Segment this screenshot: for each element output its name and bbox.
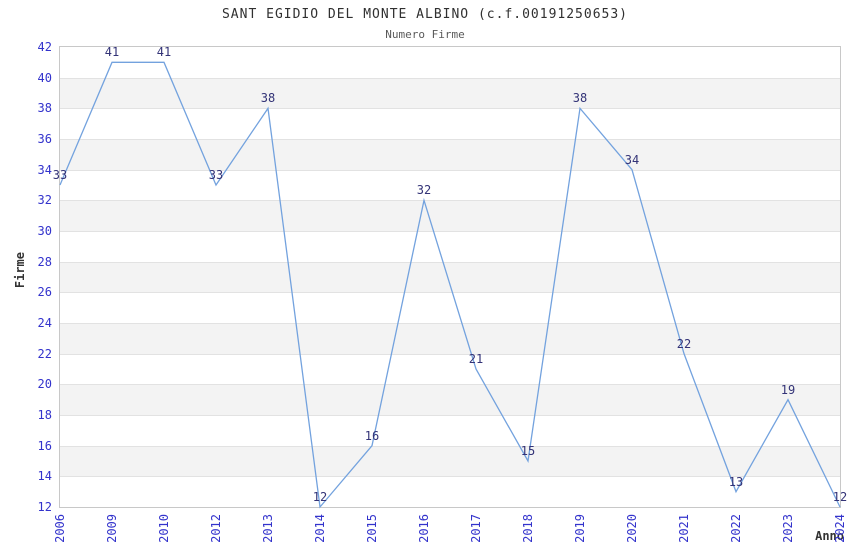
grid-band <box>60 139 840 170</box>
x-tick-label: 2014 <box>313 514 327 543</box>
data-label: 21 <box>468 352 484 366</box>
grid-band <box>60 261 840 293</box>
y-tick-label: 24 <box>37 316 52 330</box>
gridline <box>60 169 840 171</box>
grid-band <box>60 384 840 415</box>
data-label: 32 <box>416 183 432 198</box>
data-label: 34 <box>624 152 640 167</box>
data-label: 16 <box>364 428 380 443</box>
y-tick-label: 26 <box>37 285 52 300</box>
gridline <box>60 353 840 355</box>
data-label: 19 <box>780 382 796 397</box>
chart-subtitle: Numero Firme <box>385 28 465 41</box>
x-tick-label: 2021 <box>677 514 691 543</box>
data-label: 33 <box>208 168 224 182</box>
grid-band <box>60 200 840 231</box>
data-label: 38 <box>260 91 276 106</box>
gridline <box>60 384 840 386</box>
x-tick-label: 2012 <box>209 514 223 543</box>
data-label: 15 <box>520 444 536 458</box>
y-tick-label: 32 <box>37 193 52 208</box>
gridline <box>60 139 840 140</box>
gridline <box>60 231 840 232</box>
y-tick-label: 40 <box>37 70 52 85</box>
x-tick-label: 2022 <box>729 514 743 543</box>
grid-band <box>60 476 840 507</box>
data-label: 33 <box>52 168 68 182</box>
x-tick-label: 2019 <box>573 514 587 543</box>
gridline <box>60 445 840 447</box>
line-series <box>59 61 841 509</box>
gridline <box>60 108 840 110</box>
x-tick-label: 2010 <box>157 514 171 543</box>
y-tick-label: 34 <box>37 162 52 177</box>
y-tick-label: 38 <box>37 101 52 116</box>
x-tick-label: 2018 <box>521 514 535 543</box>
plot-area <box>59 46 841 509</box>
y-tick-label: 16 <box>37 438 52 453</box>
gridline <box>60 261 840 263</box>
grid-band <box>60 169 840 201</box>
data-label: 12 <box>312 490 328 504</box>
x-tick-label: 2009 <box>105 514 119 543</box>
data-label: 38 <box>572 91 588 106</box>
grid-band <box>60 323 840 354</box>
data-label: 13 <box>728 474 744 489</box>
y-tick-label: 42 <box>37 40 52 54</box>
y-tick-label: 12 <box>37 500 52 514</box>
line-path <box>59 61 841 509</box>
x-tick-label: 2023 <box>781 514 795 543</box>
y-tick-label: 18 <box>37 408 52 422</box>
y-tick-label: 14 <box>37 469 52 484</box>
data-label: 22 <box>676 336 692 351</box>
grid-band <box>60 445 840 477</box>
gridline <box>60 77 840 79</box>
data-label: 41 <box>104 45 120 60</box>
data-label: 41 <box>156 45 172 60</box>
data-label: 12 <box>832 490 848 504</box>
grid-band <box>60 415 840 446</box>
grid-band <box>60 292 840 323</box>
x-tick-label: 2024 <box>833 514 847 543</box>
y-tick-label: 28 <box>37 254 52 269</box>
x-tick-label: 2020 <box>625 514 639 543</box>
y-tick-label: 30 <box>37 224 52 238</box>
y-tick-label: 20 <box>37 377 52 392</box>
grid-band <box>60 353 840 385</box>
gridline <box>60 292 840 294</box>
gridline <box>60 200 840 202</box>
grid-band <box>60 231 840 262</box>
x-axis-title: Anno <box>815 529 844 543</box>
chart-title: SANT EGIDIO DEL MONTE ALBINO (c.f.001912… <box>221 7 629 22</box>
gridline <box>60 415 840 416</box>
gridline <box>60 323 840 324</box>
grid-band <box>60 77 840 109</box>
y-tick-label: 22 <box>37 346 52 361</box>
x-tick-label: 2017 <box>469 514 483 543</box>
x-tick-label: 2015 <box>365 514 379 543</box>
y-tick-label: 36 <box>37 132 52 146</box>
gridline <box>60 476 840 478</box>
grid-band <box>60 47 840 78</box>
x-tick-label: 2013 <box>261 514 275 543</box>
x-tick-label: 2006 <box>53 514 67 543</box>
x-tick-label: 2016 <box>417 514 431 543</box>
